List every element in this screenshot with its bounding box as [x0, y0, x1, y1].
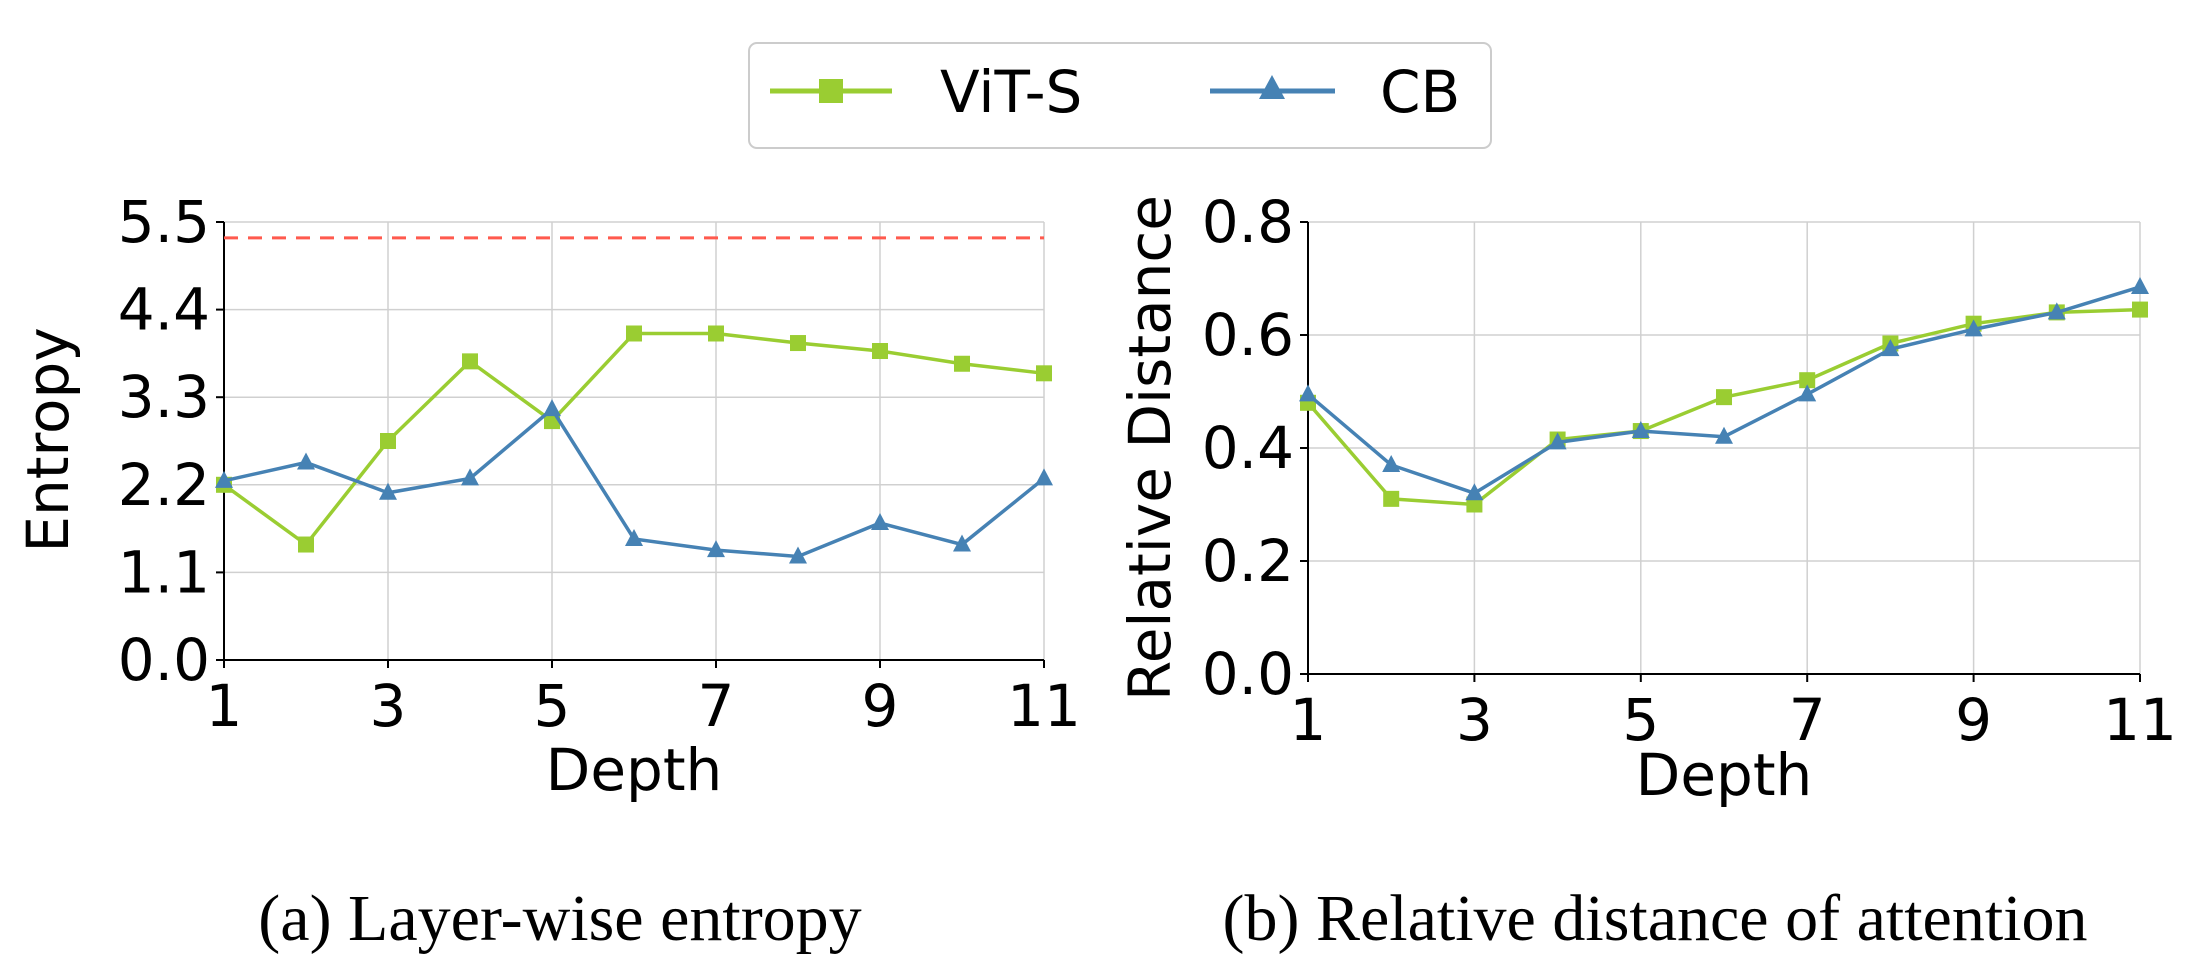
- y-tick-label: 0.4: [1202, 414, 1294, 482]
- series-line-vit-s: [1306, 307, 2141, 507]
- data-point-vit-s: [2132, 301, 2148, 318]
- data-point-vit-s: [708, 325, 724, 342]
- y-tick-label: 0.2: [1202, 527, 1294, 595]
- x-tick-label: 7: [698, 672, 735, 740]
- data-point-cb: [1299, 384, 1317, 402]
- data-point-cb: [1964, 319, 1983, 337]
- x-tick-label: 9: [862, 672, 899, 740]
- data-point-cb: [1382, 454, 1401, 472]
- data-point-cb: [871, 513, 889, 531]
- data-point-vit-s: [626, 325, 642, 342]
- x-axis-label: Depth: [546, 736, 723, 804]
- y-tick-label: 0.8: [1202, 188, 1294, 256]
- data-point-cb: [789, 546, 807, 564]
- x-tick-label: 1: [1290, 686, 1327, 754]
- caption-a: (a) Layer-wise entropy: [258, 882, 861, 955]
- chart-layer-wise-entropy: 1 3 5 7 9 11 0.0 1.1 2.2 3.3 4.4 5.5 Depth Entropy: [14, 188, 1081, 804]
- data-point-cb: [1631, 421, 1650, 439]
- data-point-cb: [215, 470, 233, 488]
- data-point-cb: [297, 452, 315, 470]
- data-point-vit-s: [1716, 389, 1732, 406]
- chart-relative-distance: 1 3 5 7 9 11 0.0 0.2 0.4 0.6 0.8 Depth Relative Dist…: [1116, 188, 2177, 809]
- x-axis-label: Depth: [1636, 741, 1813, 809]
- data-point-cb: [1715, 426, 1733, 444]
- data-point-cb: [543, 399, 561, 417]
- data-point-cb: [2047, 302, 2066, 320]
- x-tick-label: 3: [1456, 686, 1493, 754]
- x-tick-label: 11: [2103, 686, 2177, 754]
- data-point-vit-s: [380, 433, 396, 449]
- data-point-cb: [625, 528, 643, 546]
- data-point-vit-s: [1466, 496, 1483, 513]
- legend-marker-square: [819, 79, 843, 103]
- data-point-vit-s: [790, 335, 806, 352]
- legend-label-vit-s: ViT-S: [940, 58, 1082, 126]
- legend-marker-triangle: [1259, 75, 1285, 99]
- caption-b: (b) Relative distance of attention: [1222, 882, 2087, 955]
- data-point-vit-s: [1036, 365, 1052, 382]
- y-tick-label: 5.5: [118, 188, 210, 256]
- y-tick-label: 3.3: [118, 363, 210, 431]
- data-point-vit-s: [462, 353, 478, 370]
- data-point-vit-s: [872, 343, 888, 360]
- data-point-vit-s: [954, 355, 970, 372]
- data-point-cb: [1798, 384, 1817, 402]
- data-point-cb: [2131, 276, 2149, 294]
- y-tick-label: 0.0: [1202, 640, 1294, 708]
- y-tick-label: 0.0: [118, 626, 210, 694]
- x-tick-label: 5: [534, 672, 571, 740]
- legend-box: [748, 42, 1492, 149]
- data-point-cb: [1035, 468, 1053, 486]
- legend-label-cb: CB: [1380, 58, 1460, 126]
- y-axis-label: Relative Distance: [1116, 195, 1184, 701]
- y-tick-label: 0.6: [1202, 301, 1294, 369]
- data-point-vit-s: [1383, 490, 1400, 507]
- y-tick-label: 4.4: [118, 276, 210, 344]
- x-tick-label: 11: [1007, 672, 1081, 740]
- data-point-vit-s: [1799, 372, 1816, 389]
- data-point-vit-s: [298, 536, 314, 553]
- data-point-cb: [1465, 483, 1484, 501]
- x-tick-label: 5: [1622, 686, 1659, 754]
- x-tick-label: 1: [206, 672, 243, 740]
- x-tick-label: 9: [1955, 686, 1992, 754]
- y-axis-label: Entropy: [14, 327, 82, 552]
- data-point-cb: [1548, 432, 1567, 450]
- y-tick-label: 2.2: [118, 451, 210, 519]
- data-point-cb: [1881, 339, 1900, 357]
- data-point-cb: [953, 534, 971, 552]
- x-tick-label: 7: [1789, 686, 1826, 754]
- data-point-cb: [707, 540, 725, 558]
- legend: ViT-S CB: [748, 42, 1492, 149]
- data-point-cb: [461, 468, 479, 486]
- series-line-vit-s: [222, 331, 1045, 547]
- x-tick-label: 3: [370, 672, 407, 740]
- y-tick-label: 1.1: [118, 538, 210, 606]
- data-point-cb: [379, 482, 397, 500]
